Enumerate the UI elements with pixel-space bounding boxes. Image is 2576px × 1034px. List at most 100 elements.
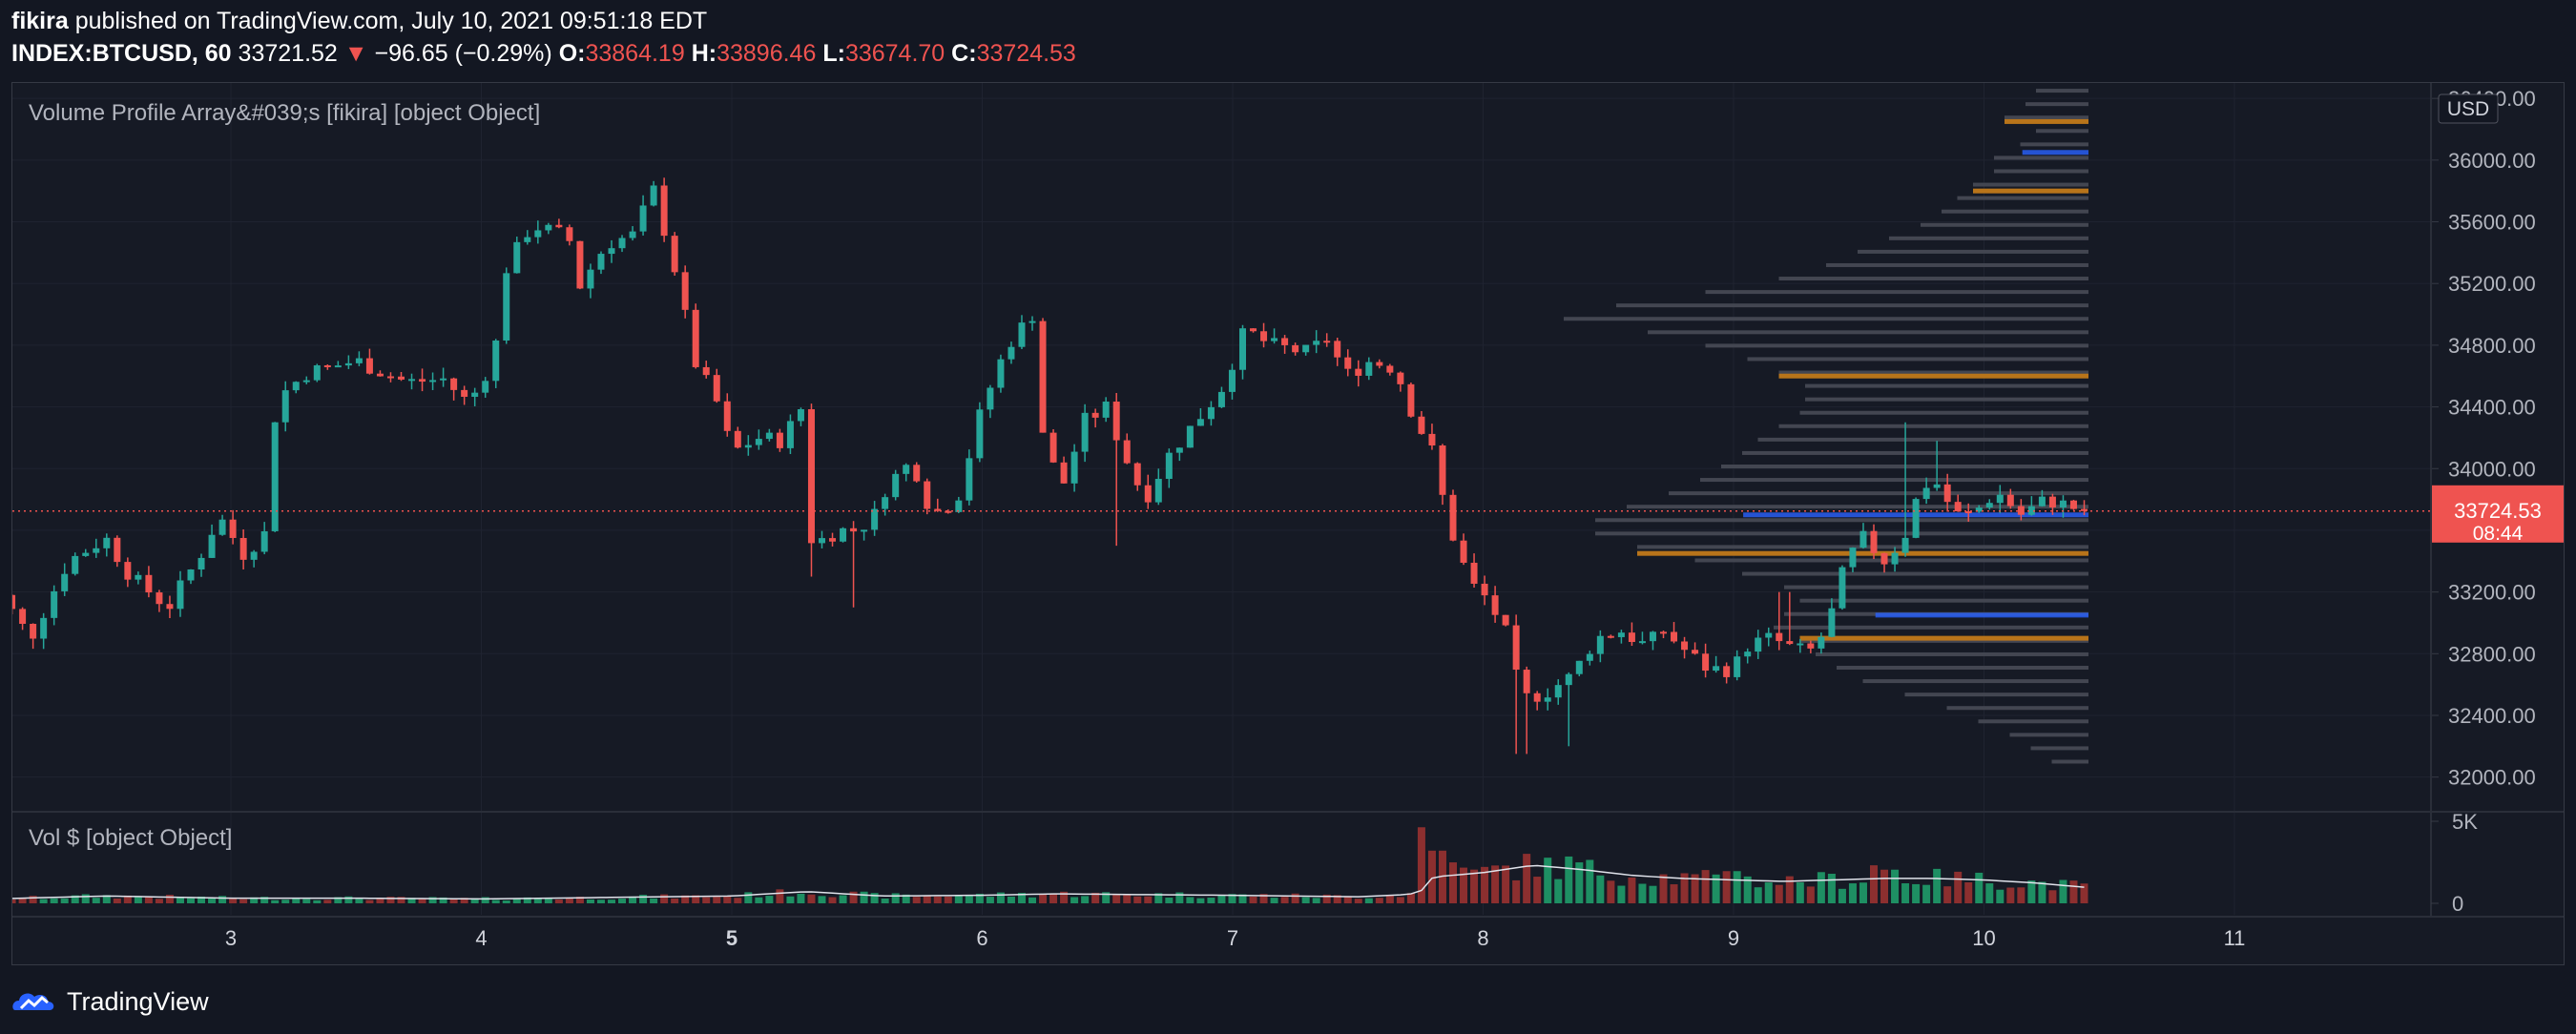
candle-body (513, 241, 521, 274)
volume-bar (81, 894, 90, 903)
candle-body (1060, 462, 1068, 484)
volume-bar (302, 899, 311, 903)
volume-bar (1354, 899, 1362, 903)
volume-bar (1438, 850, 1446, 903)
chart-canvas[interactable]: 36400.0036000.0035600.0035200.0034800.00… (12, 83, 2564, 964)
axes[interactable]: 36400.0036000.0035600.0035200.0034800.00… (12, 83, 2564, 950)
symbol-label[interactable]: INDEX:BTCUSD, 60 (11, 40, 232, 67)
ohlc-line: INDEX:BTCUSD, 60 33721.52 ▼ −96.65 (−0.2… (11, 40, 1076, 68)
candle-body (776, 432, 783, 448)
candle-body (229, 519, 237, 538)
candle-body (1839, 567, 1846, 609)
candle-body (1334, 341, 1341, 358)
candle-body (386, 376, 394, 379)
candle-body (492, 340, 500, 382)
candle-body (966, 458, 973, 501)
chart-frame[interactable]: 36400.0036000.0035600.0035200.0034800.00… (11, 82, 2565, 965)
candle-body (1649, 631, 1656, 642)
volume-bar (1385, 895, 1394, 903)
candle-body (292, 382, 300, 391)
candle-body (618, 238, 626, 249)
volume-bar (1060, 891, 1069, 903)
profile-bar (1669, 491, 2088, 496)
candle-body (239, 537, 247, 560)
profile-bar (2036, 129, 2088, 134)
profile-bar (1705, 290, 2088, 295)
profile-bar (1778, 277, 2088, 281)
candle-body (344, 362, 352, 366)
candle-body (671, 236, 678, 273)
candle-body (1344, 357, 1352, 369)
candle-body (1671, 631, 1678, 642)
volume-bar (1364, 898, 1373, 903)
candle-body (1481, 583, 1488, 596)
candle-body (1133, 463, 1141, 486)
candle-body (218, 519, 226, 535)
profile-bar (1564, 317, 2088, 321)
volume-bar (523, 897, 531, 903)
candle-body (639, 205, 647, 232)
candle-body (692, 309, 699, 367)
volume-bar (12, 899, 16, 903)
author-name[interactable]: fikira (11, 8, 69, 34)
candle-body (1996, 494, 2004, 504)
volume-bar (1617, 885, 1626, 903)
footer[interactable]: TradingView (11, 982, 209, 1021)
volume-bar (650, 898, 658, 903)
candle-body (524, 237, 531, 242)
volume-bar (1701, 870, 1710, 903)
profile-bar (1973, 182, 2088, 187)
profile-bar (2009, 733, 2088, 737)
candle-body (1081, 412, 1089, 452)
candle-body (2081, 508, 2088, 511)
currency-badge[interactable] (2438, 93, 2499, 124)
candle-body (1112, 402, 1120, 441)
y-tick-label: 36000.00 (2448, 149, 2536, 173)
candle-body (419, 379, 426, 383)
tradingview-cloud-icon (12, 993, 54, 1010)
volume-bar (1586, 859, 1594, 903)
price-tag[interactable] (2432, 485, 2564, 543)
y-tick-label: 34000.00 (2448, 457, 2536, 481)
volume-bar (102, 895, 111, 903)
volume-bar (2017, 887, 2025, 903)
candle-body (1313, 341, 1320, 345)
volume-bar (1996, 889, 2005, 903)
candle-body (1901, 537, 1909, 553)
volume-bar (1848, 883, 1857, 903)
candle-body (1734, 656, 1741, 677)
volume-bar (1680, 873, 1689, 903)
candle-body (1091, 412, 1099, 418)
profile-bar-orange (1973, 188, 2088, 194)
brand-name: TradingView (67, 986, 209, 1016)
candle-body (135, 574, 142, 580)
price-tag-value: 33724.53 (2454, 499, 2542, 523)
volume-bar (1922, 884, 1931, 903)
profile-bar (1946, 706, 2088, 711)
candle-body (545, 224, 552, 231)
profile-bar (1858, 249, 2088, 254)
volume-bar (1565, 856, 1573, 903)
volume-bar (144, 897, 153, 903)
profile-bar (1799, 410, 2088, 415)
volume-bar (902, 894, 910, 903)
volume-bar (165, 895, 174, 903)
candle-body (1449, 494, 1457, 541)
volume-bar (449, 899, 458, 903)
volume-title[interactable]: Vol $ [object Object] (29, 825, 233, 851)
candle-body (271, 422, 279, 531)
candle-body (566, 227, 573, 241)
volume-bar (2059, 879, 2067, 903)
volume-bar (1775, 884, 1783, 903)
volume-bar (323, 900, 332, 903)
indicator-title[interactable]: Volume Profile Array&#039;s [fikira] [ob… (29, 100, 541, 126)
volume-bar (744, 892, 753, 903)
candle-body (1186, 425, 1194, 448)
volume-bar (1554, 879, 1563, 903)
candle-body (30, 623, 37, 639)
candle-body (334, 365, 342, 368)
candle-body (1355, 368, 1362, 376)
candle-body (1102, 402, 1110, 418)
volume-bar (986, 897, 994, 903)
candle-body (2006, 494, 2014, 507)
